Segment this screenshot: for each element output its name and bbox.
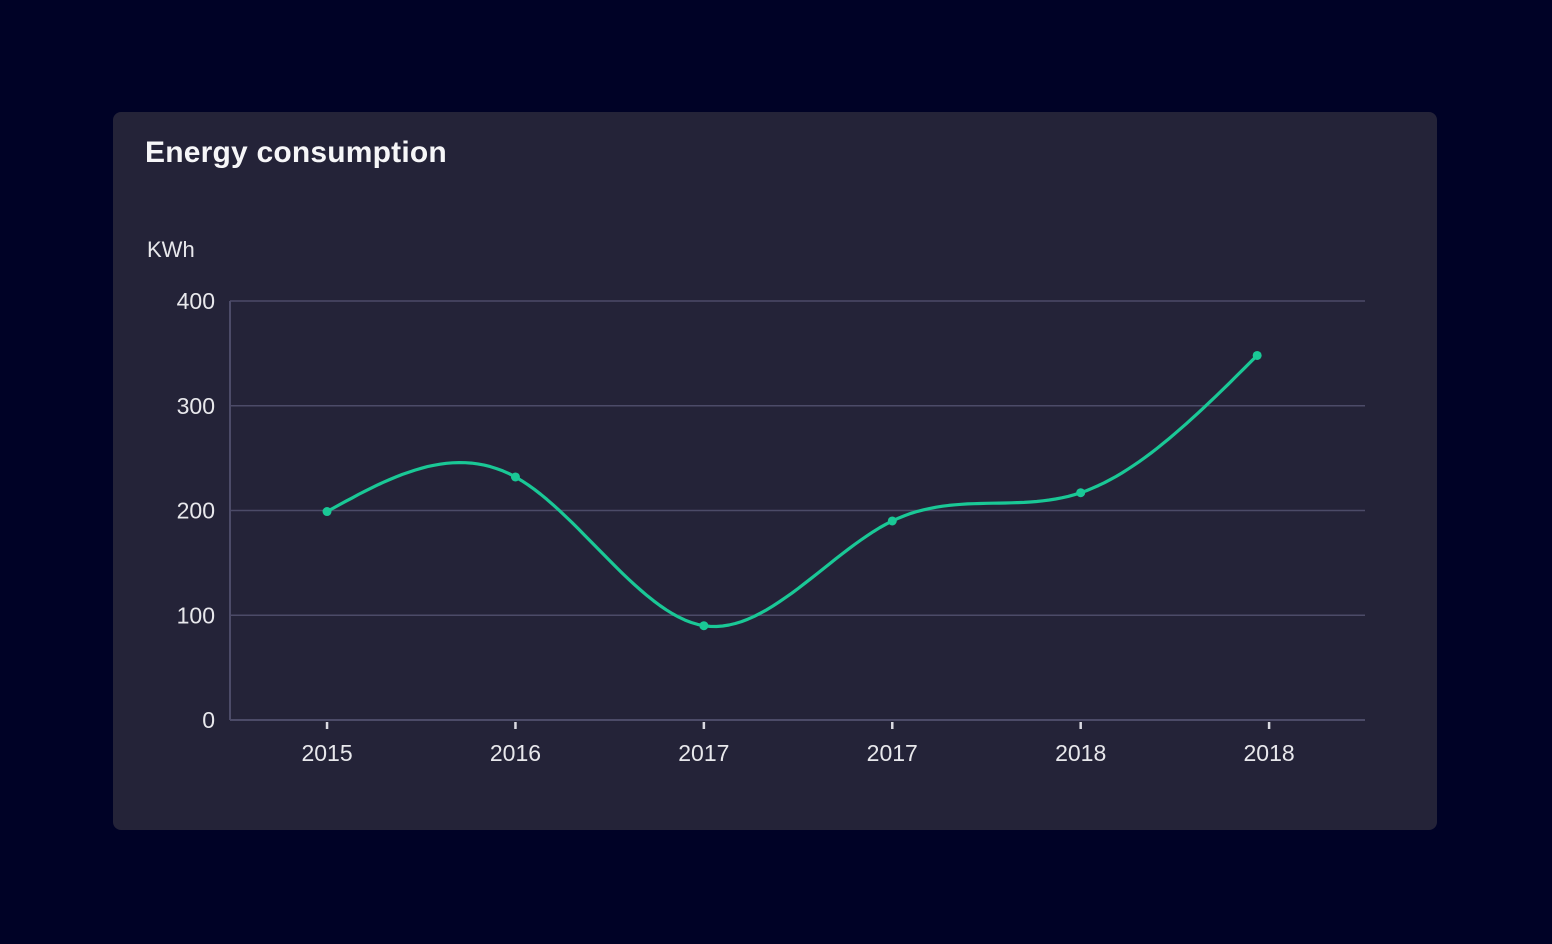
y-tick-label: 100 — [177, 602, 215, 628]
data-point[interactable] — [699, 621, 709, 631]
energy-consumption-card: Energy consumption KWh 0 100 200 300 400 2015… — [113, 112, 1437, 830]
data-point[interactable] — [1076, 488, 1086, 498]
x-tick-label: 2015 — [301, 740, 352, 766]
data-point[interactable] — [1252, 350, 1262, 360]
y-axis-unit-label: KWh — [147, 237, 195, 262]
chart-title: Energy consumption — [145, 136, 447, 169]
y-tick-label: 200 — [177, 498, 215, 524]
y-tick-label: 300 — [177, 393, 215, 419]
x-tick-label: 2016 — [490, 740, 541, 766]
y-tick-label: 400 — [177, 288, 215, 314]
data-point[interactable] — [322, 507, 332, 517]
x-tick-label: 2018 — [1244, 740, 1295, 766]
series-line — [325, 353, 1259, 629]
x-tick-label: 2018 — [1055, 740, 1106, 766]
energy-consumption-chart: 0 100 200 300 400 2015 2016 2017 2017 2018 2018 — [177, 288, 1365, 766]
x-tick-label: 2017 — [678, 740, 729, 766]
x-tick-label: 2017 — [867, 740, 918, 766]
data-point[interactable] — [510, 472, 520, 482]
y-tick-label: 0 — [202, 707, 215, 733]
data-point[interactable] — [887, 516, 897, 526]
